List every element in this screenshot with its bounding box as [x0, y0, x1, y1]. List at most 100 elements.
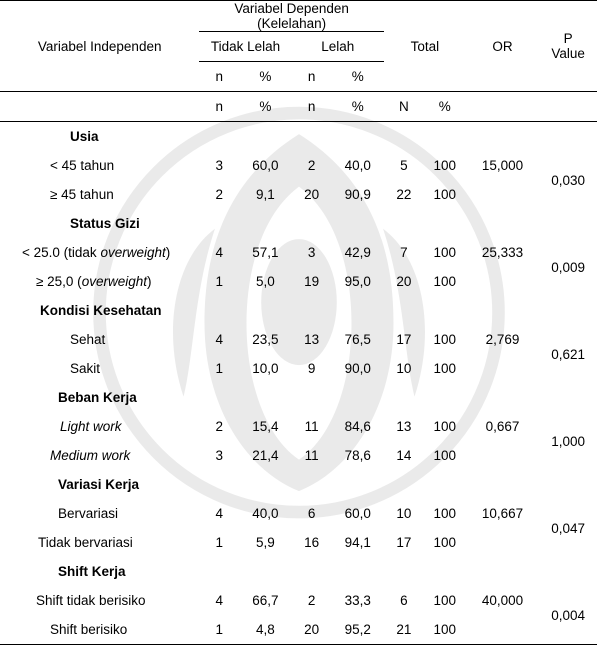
- header-p2: %: [332, 62, 384, 92]
- cell-p1: 57,1: [239, 238, 291, 267]
- cell-p2: 78,6: [332, 441, 384, 470]
- table-row: Sakit110,0990,010100: [0, 354, 597, 383]
- row-label: Tidak bervariasi: [0, 528, 199, 557]
- header-total: Total: [384, 1, 466, 92]
- or-value: 40,000: [466, 586, 539, 615]
- cell-p1: 10,0: [239, 354, 291, 383]
- cell-p2: 76,5: [332, 325, 384, 354]
- cell-n1: 3: [199, 441, 239, 470]
- cell-N: 21: [384, 615, 424, 645]
- or-value: [466, 441, 539, 470]
- row-label: ≥ 25,0 (overweight): [0, 267, 199, 296]
- row-label: Shift tidak berisiko: [0, 586, 199, 615]
- cell-p2: 40,0: [332, 151, 384, 180]
- or-value: 0,667: [466, 412, 539, 441]
- header-var-indep: Variabel Independen: [0, 1, 199, 92]
- pvalue: 0,047: [539, 499, 597, 557]
- table-row: < 45 tahun360,0240,0510015,0000,030: [0, 151, 597, 180]
- table-row: Tidak bervariasi15,91694,117100: [0, 528, 597, 557]
- cell-n2: 9: [292, 354, 332, 383]
- cell-N: 22: [384, 180, 424, 209]
- row-label: < 25.0 (tidak overweight): [0, 238, 199, 267]
- header-N: N: [384, 92, 424, 122]
- cell-N: 6: [384, 586, 424, 615]
- cell-p2: 33,3: [332, 586, 384, 615]
- cell-N: 5: [384, 151, 424, 180]
- cell-n1: 4: [199, 586, 239, 615]
- cell-N: 20: [384, 267, 424, 296]
- cell-n1: 4: [199, 499, 239, 528]
- or-value: [466, 354, 539, 383]
- cell-p1: 15,4: [239, 412, 291, 441]
- row-label: Sakit: [0, 354, 199, 383]
- row-label: Shift berisiko: [0, 615, 199, 645]
- cell-n2: 11: [292, 412, 332, 441]
- cell-N: 10: [384, 354, 424, 383]
- cell-n1: 1: [199, 354, 239, 383]
- table-row: Light work215,41184,6131000,6671,000: [0, 412, 597, 441]
- pvalue: 0,009: [539, 238, 597, 296]
- section-title: Beban Kerja: [0, 383, 597, 412]
- cell-p1: 21,4: [239, 441, 291, 470]
- cell-n2: 16: [292, 528, 332, 557]
- cell-p1: 66,7: [239, 586, 291, 615]
- cell-N: 7: [384, 238, 424, 267]
- cell-n2: 19: [292, 267, 332, 296]
- cell-p2: 95,0: [332, 267, 384, 296]
- cell-p1: 5,9: [239, 528, 291, 557]
- cell-p1: 4,8: [239, 615, 291, 645]
- cell-n1: 1: [199, 267, 239, 296]
- cell-n1: 2: [199, 180, 239, 209]
- cell-n1: 4: [199, 325, 239, 354]
- section-title: Shift Kerja: [0, 557, 597, 586]
- cell-P: 100: [424, 615, 466, 645]
- or-value: [466, 180, 539, 209]
- pvalue: 1,000: [539, 412, 597, 470]
- header-n2b: n: [292, 92, 332, 122]
- row-label: Light work: [0, 412, 199, 441]
- cell-n1: 3: [199, 151, 239, 180]
- table-row: < 25.0 (tidak overweight)457,1342,971002…: [0, 238, 597, 267]
- row-label: ≥ 45 tahun: [0, 180, 199, 209]
- section-title: Variasi Kerja: [0, 470, 597, 499]
- bivariate-table: Variabel Independen Variabel Dependen (K…: [0, 0, 597, 645]
- cell-n1: 1: [199, 615, 239, 645]
- row-label: Bervariasi: [0, 499, 199, 528]
- cell-n1: 2: [199, 412, 239, 441]
- cell-n2: 3: [292, 238, 332, 267]
- table-row: Medium work321,41178,614100: [0, 441, 597, 470]
- table-row: ≥ 45 tahun29,12090,922100: [0, 180, 597, 209]
- cell-p2: 60,0: [332, 499, 384, 528]
- or-value: [466, 528, 539, 557]
- or-value: 10,667: [466, 499, 539, 528]
- or-value: [466, 615, 539, 645]
- header-p1: %: [239, 62, 291, 92]
- cell-p1: 40,0: [239, 499, 291, 528]
- cell-n2: 13: [292, 325, 332, 354]
- table-row: Bervariasi440,0660,01010010,6670,047: [0, 499, 597, 528]
- cell-N: 10: [384, 499, 424, 528]
- cell-P: 100: [424, 267, 466, 296]
- section-title: Usia: [0, 122, 597, 152]
- table-row: Shift tidak berisiko466,7233,3610040,000…: [0, 586, 597, 615]
- cell-N: 14: [384, 441, 424, 470]
- cell-N: 17: [384, 325, 424, 354]
- header-Pct: %: [424, 92, 466, 122]
- cell-n2: 20: [292, 180, 332, 209]
- cell-n2: 11: [292, 441, 332, 470]
- cell-p2: 42,9: [332, 238, 384, 267]
- cell-P: 100: [424, 441, 466, 470]
- cell-p1: 5,0: [239, 267, 291, 296]
- cell-P: 100: [424, 180, 466, 209]
- cell-n2: 6: [292, 499, 332, 528]
- or-value: 2,769: [466, 325, 539, 354]
- pvalue: 0,004: [539, 586, 597, 645]
- header-p2b: %: [332, 92, 384, 122]
- header-or: OR: [466, 1, 539, 92]
- header-lelah: Lelah: [292, 32, 384, 62]
- header-n2: n: [292, 62, 332, 92]
- table-row: Shift berisiko14,82095,221100: [0, 615, 597, 645]
- or-value: 15,000: [466, 151, 539, 180]
- table-row: Sehat423,51376,5171002,7690,621: [0, 325, 597, 354]
- table-row: ≥ 25,0 (overweight)15,01995,020100: [0, 267, 597, 296]
